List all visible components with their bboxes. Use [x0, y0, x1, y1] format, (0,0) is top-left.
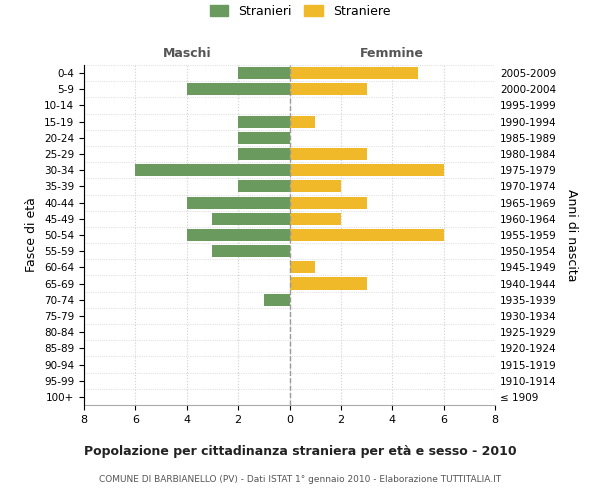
Bar [290, 67, 418, 79]
Y-axis label: Anni di nascita: Anni di nascita [565, 188, 578, 281]
Bar [136, 164, 290, 176]
Bar [238, 67, 290, 79]
Bar [264, 294, 290, 306]
Bar [187, 196, 290, 208]
Bar [238, 180, 290, 192]
Bar [290, 212, 341, 225]
Bar [290, 164, 443, 176]
Text: Maschi: Maschi [163, 47, 211, 60]
Bar [238, 148, 290, 160]
Bar [290, 262, 315, 274]
Bar [290, 278, 367, 289]
Bar [238, 116, 290, 128]
Bar [212, 212, 290, 225]
Bar [187, 83, 290, 96]
Text: Femmine: Femmine [360, 47, 424, 60]
Bar [290, 83, 367, 96]
Bar [238, 132, 290, 144]
Y-axis label: Fasce di età: Fasce di età [25, 198, 38, 272]
Bar [290, 196, 367, 208]
Text: Popolazione per cittadinanza straniera per età e sesso - 2010: Popolazione per cittadinanza straniera p… [83, 445, 517, 458]
Bar [187, 229, 290, 241]
Bar [290, 229, 443, 241]
Text: COMUNE DI BARBIANELLO (PV) - Dati ISTAT 1° gennaio 2010 - Elaborazione TUTTITALI: COMUNE DI BARBIANELLO (PV) - Dati ISTAT … [99, 475, 501, 484]
Legend: Stranieri, Straniere: Stranieri, Straniere [205, 0, 395, 23]
Bar [290, 180, 341, 192]
Bar [212, 245, 290, 258]
Bar [290, 116, 315, 128]
Bar [290, 148, 367, 160]
